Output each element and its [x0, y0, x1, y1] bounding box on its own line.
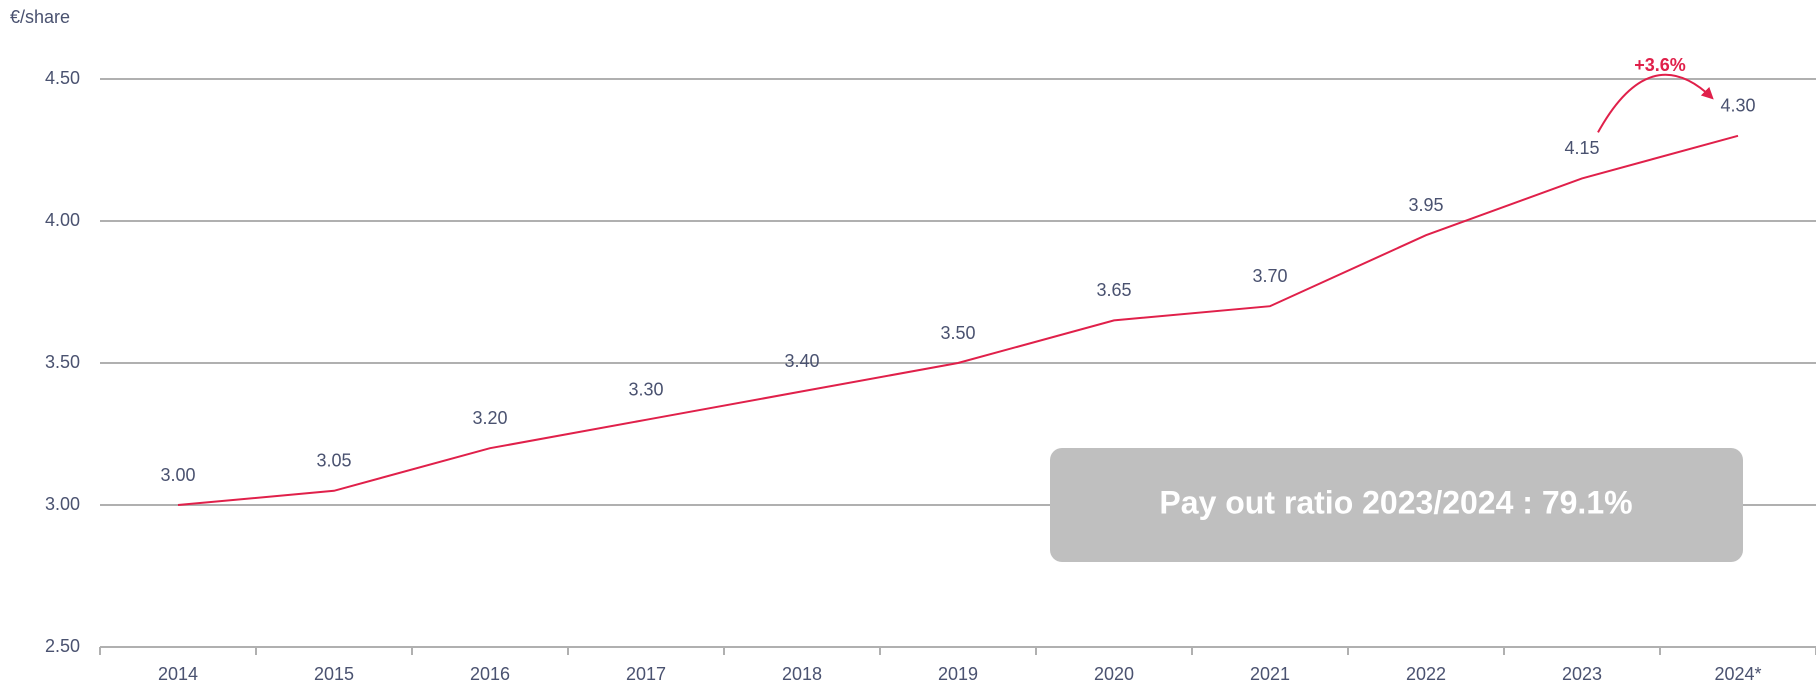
data-label: 3.00 [160, 465, 195, 485]
data-label: 3.50 [940, 323, 975, 343]
data-label: 3.70 [1252, 266, 1287, 286]
x-tick-label: 2024* [1714, 664, 1761, 684]
y-tick-label: 4.50 [45, 68, 80, 88]
y-tick-label: 3.00 [45, 494, 80, 514]
y-axis-label: €/share [10, 7, 70, 27]
data-label: 4.30 [1720, 96, 1755, 116]
y-tick-label: 4.00 [45, 210, 80, 230]
x-tick-label: 2017 [626, 664, 666, 684]
data-label: 3.65 [1096, 280, 1131, 300]
x-tick-label: 2019 [938, 664, 978, 684]
x-tick-label: 2022 [1406, 664, 1446, 684]
x-tick-label: 2016 [470, 664, 510, 684]
line [177, 134, 1739, 506]
y-tick-label: 3.50 [45, 352, 80, 372]
growth-arrow [1597, 73, 1714, 133]
y-tick-label: 2.50 [45, 636, 80, 656]
data-label: 4.15 [1564, 138, 1599, 158]
growth-label: +3.6% [1634, 55, 1686, 75]
x-tick-label: 2021 [1250, 664, 1290, 684]
x-tick-label: 2014 [158, 664, 198, 684]
x-tick-label: 2020 [1094, 664, 1134, 684]
info-box [1050, 448, 1743, 562]
data-label: 3.30 [628, 380, 663, 400]
data-label: 3.20 [472, 408, 507, 428]
x-tick-label: 2015 [314, 664, 354, 684]
data-label: 3.05 [316, 451, 351, 471]
x-tick-label: 2023 [1562, 664, 1602, 684]
x-tick-label: 2018 [782, 664, 822, 684]
info-box-text: Pay out ratio 2023/2024 : 79.1% [1159, 484, 1632, 520]
data-label: 3.95 [1408, 195, 1443, 215]
data-label: 3.40 [784, 351, 819, 371]
